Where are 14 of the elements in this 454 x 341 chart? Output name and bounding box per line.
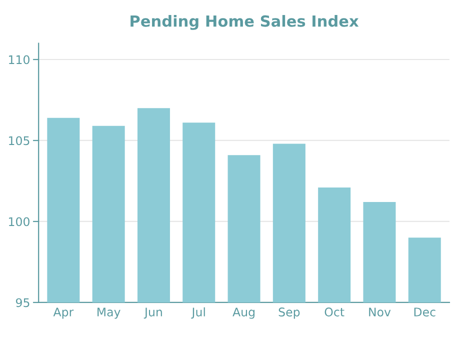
y-tick-label: 100	[9, 217, 30, 226]
x-tick-label: Aug	[232, 308, 254, 319]
x-tick-label: Dec	[414, 308, 436, 316]
y-tick-label: 105	[9, 136, 30, 146]
x-tick-label: Apr	[53, 308, 74, 319]
y-tick-label: 110	[9, 55, 30, 64]
x-tick-label: Jul	[191, 307, 205, 319]
x-tick-label: Nov	[369, 308, 391, 316]
x-tick-label: Sep	[278, 308, 300, 319]
chart-title: Pending Home Sales Index	[130, 15, 359, 30]
x-tick-label: Oct	[324, 308, 344, 316]
y-tick-label: 95	[16, 298, 30, 308]
x-tick-label: May	[98, 308, 120, 319]
x-tick-label: Jun	[144, 308, 162, 319]
